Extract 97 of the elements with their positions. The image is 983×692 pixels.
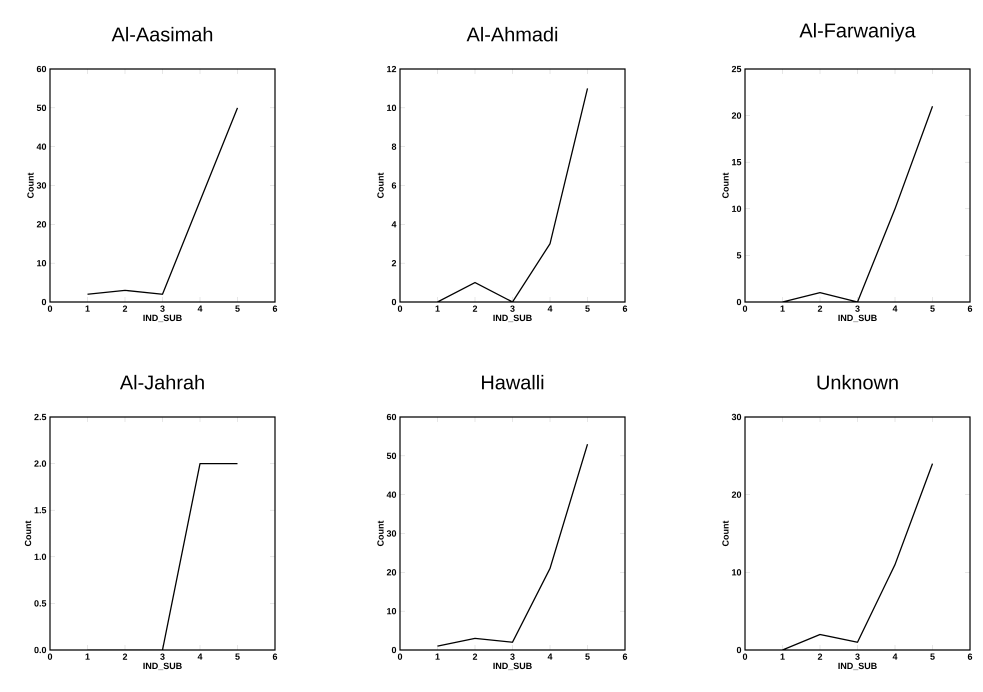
y-tick-label: 5 (736, 252, 742, 259)
x-tick-label: 4 (548, 306, 552, 312)
y-tick-label: 40 (386, 491, 396, 498)
y-tick-label: 30 (732, 414, 742, 420)
y-axis-title: Count (377, 520, 384, 546)
x-axis-title: IND_SUB (838, 662, 877, 670)
y-tick-label: 60 (36, 66, 46, 72)
y-tick-label: 25 (732, 66, 742, 72)
y-tick-label: 1.5 (34, 507, 46, 514)
x-tick-label: 6 (968, 654, 972, 660)
x-tick-label: 1 (780, 306, 785, 312)
x-tick-label: 4 (198, 654, 202, 660)
chart-title: Hawalli (482, 374, 544, 390)
y-tick-label: 30 (386, 530, 396, 537)
y-tick-label: 2 (392, 260, 396, 266)
x-tick-label: 0 (742, 654, 748, 660)
y-tick-label: 2.5 (34, 414, 46, 420)
y-tick-label: 8 (392, 143, 396, 150)
x-tick-label: 4 (892, 654, 898, 660)
y-tick-label: 10 (387, 608, 396, 614)
x-tick-label: 1 (436, 654, 440, 660)
x-tick-label: 1 (86, 654, 90, 660)
x-tick-label: 6 (622, 306, 628, 312)
x-axis-title: IND_SUB (493, 662, 532, 670)
y-tick-label: 20 (386, 569, 396, 576)
x-tick-label: 1 (780, 654, 785, 660)
x-tick-label: 4 (198, 306, 202, 312)
y-tick-label: 12 (387, 66, 396, 72)
x-tick-label: 3 (510, 306, 515, 312)
x-axis-title: IND_SUB (143, 662, 182, 670)
x-tick-label: 3 (160, 654, 165, 660)
x-tick-label: 4 (892, 306, 898, 312)
y-tick-label: 15 (732, 159, 742, 166)
x-tick-label: 4 (548, 654, 552, 660)
y-tick-label: 10 (732, 206, 742, 212)
x-axis-title: IND_SUB (143, 314, 182, 322)
x-tick-label: 0 (742, 306, 748, 312)
y-axis-title: Count (377, 172, 384, 198)
x-tick-label: 6 (272, 306, 278, 312)
x-tick-label: 2 (818, 654, 822, 660)
x-tick-label: 0 (398, 654, 402, 660)
chart-title: Unknown (818, 374, 898, 390)
x-axis-title: IND_SUB (838, 314, 877, 322)
y-tick-label: 20 (732, 491, 742, 498)
y-tick-label: 30 (36, 182, 46, 189)
y-tick-label: 4 (392, 221, 396, 228)
y-tick-label: 60 (386, 414, 396, 420)
y-tick-label: 20 (732, 112, 742, 119)
x-tick-label: 5 (585, 306, 590, 312)
x-tick-label: 3 (510, 654, 515, 660)
x-tick-label: 0 (48, 306, 52, 312)
y-tick-label: 10 (387, 104, 396, 112)
x-tick-label: 5 (930, 306, 935, 312)
x-tick-label: 2 (122, 654, 128, 660)
x-tick-label: 3 (160, 306, 165, 312)
y-tick-label: 0 (392, 298, 396, 306)
y-tick-label: 50 (36, 104, 46, 112)
x-tick-label: 5 (930, 654, 935, 660)
chart-title: Al-Ahmadi (466, 26, 558, 42)
x-tick-label: 3 (855, 654, 860, 660)
chart-title: Al-Farwaniya (799, 22, 916, 42)
x-tick-label: 3 (855, 306, 860, 312)
x-tick-label: 6 (968, 306, 972, 312)
x-tick-label: 2 (818, 306, 822, 312)
y-tick-label: 0 (736, 298, 742, 306)
y-tick-label: 0 (736, 646, 742, 654)
y-tick-label: 40 (36, 143, 46, 150)
y-axis-title: Count (24, 520, 32, 546)
y-tick-label: 0 (42, 298, 46, 306)
y-axis-title: Count (27, 172, 34, 198)
x-tick-label: 2 (472, 654, 478, 660)
y-tick-label: 6 (392, 182, 396, 189)
y-tick-label: 0.0 (34, 646, 46, 654)
x-tick-label: 5 (235, 306, 240, 312)
x-axis-title: IND_SUB (493, 314, 532, 322)
y-tick-label: 20 (36, 221, 46, 228)
y-tick-label: 10 (37, 260, 46, 266)
x-tick-label: 2 (472, 306, 478, 312)
x-tick-label: 0 (48, 654, 52, 660)
x-tick-label: 2 (122, 306, 128, 312)
chart-title: Al-Aasimah (112, 26, 212, 42)
x-tick-label: 1 (436, 306, 440, 312)
y-axis-title: Count (722, 172, 729, 198)
y-tick-label: 2.0 (34, 460, 46, 467)
y-tick-label: 1.0 (34, 554, 46, 560)
y-axis-title: Count (722, 520, 729, 546)
x-tick-label: 5 (235, 654, 240, 660)
x-tick-label: 5 (585, 654, 590, 660)
y-tick-label: 50 (386, 452, 396, 460)
x-tick-label: 6 (272, 654, 278, 660)
x-tick-label: 0 (398, 306, 402, 312)
chart-title: Al-Jahrah (120, 374, 204, 390)
x-tick-label: 1 (86, 306, 90, 312)
y-tick-label: 10 (732, 569, 742, 576)
y-tick-label: 0.5 (34, 600, 46, 607)
x-tick-label: 6 (622, 654, 628, 660)
y-tick-label: 0 (392, 646, 396, 654)
